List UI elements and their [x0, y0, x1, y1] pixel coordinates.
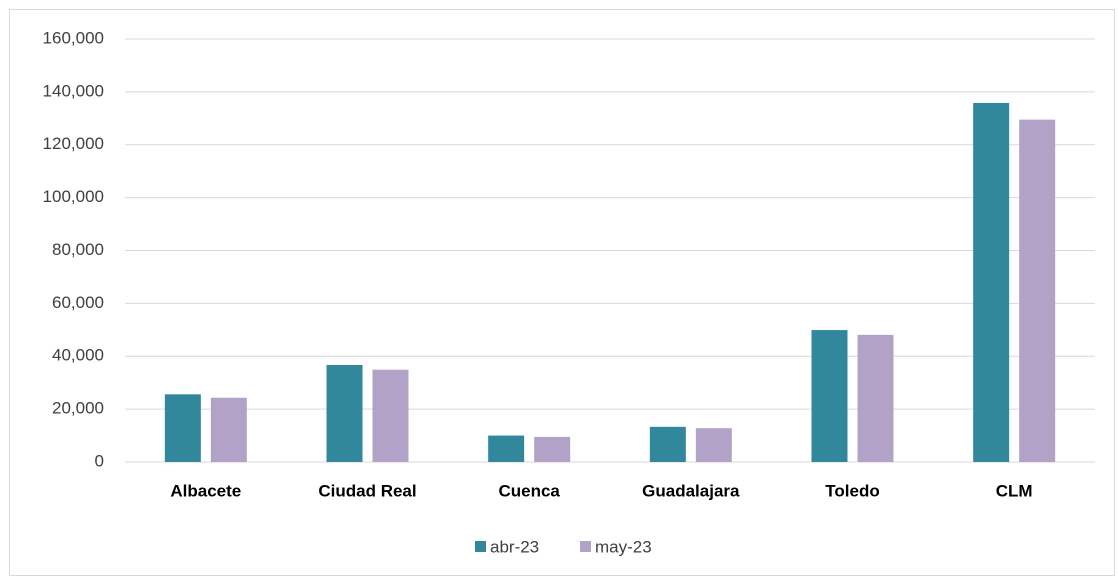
- legend-swatch: [580, 541, 591, 552]
- x-tick-label: CLM: [996, 481, 1033, 500]
- y-tick-label: 120,000: [43, 134, 104, 153]
- x-tick-label: Cuenca: [498, 481, 560, 500]
- chart-border: [9, 9, 1115, 576]
- bar: [210, 397, 247, 462]
- y-tick-label: 0: [95, 451, 104, 470]
- y-tick-label: 40,000: [52, 346, 104, 365]
- legend-label: may-23: [595, 537, 652, 556]
- bar: [488, 435, 525, 462]
- y-tick-label: 140,000: [43, 81, 104, 100]
- y-tick-label: 160,000: [43, 28, 104, 47]
- bar: [326, 364, 363, 462]
- bar: [372, 369, 409, 462]
- y-tick-label: 60,000: [52, 293, 104, 312]
- legend-swatch: [475, 541, 486, 552]
- bar: [857, 334, 894, 462]
- x-tick-label: Toledo: [825, 481, 879, 500]
- legend-label: abr-23: [490, 537, 539, 556]
- x-tick-label: Albacete: [170, 481, 241, 500]
- bar: [811, 330, 848, 462]
- bar: [973, 102, 1010, 462]
- y-tick-label: 80,000: [52, 240, 104, 259]
- bar: [695, 428, 732, 462]
- bar: [534, 436, 571, 462]
- x-tick-label: Guadalajara: [642, 481, 740, 500]
- bar: [164, 394, 201, 462]
- y-tick-label: 100,000: [43, 187, 104, 206]
- bar: [649, 426, 686, 462]
- y-tick-label: 20,000: [52, 399, 104, 418]
- bar: [1019, 119, 1056, 463]
- x-tick-label: Ciudad Real: [318, 481, 416, 500]
